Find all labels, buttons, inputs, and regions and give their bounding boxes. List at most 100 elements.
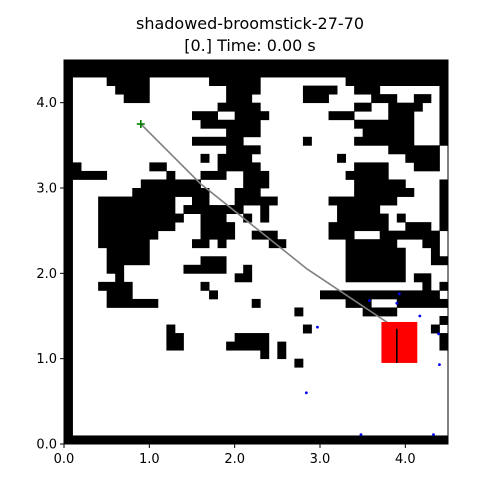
- wall-cell: [439, 316, 449, 325]
- wall-cell: [345, 247, 406, 257]
- wall-cell: [209, 77, 261, 86]
- wall-cell: [439, 196, 449, 206]
- wall-cell: [439, 111, 449, 121]
- wall-cell: [98, 239, 150, 249]
- wall-cell: [396, 298, 449, 308]
- wall-cell: [413, 162, 440, 172]
- wall-cell: [268, 239, 287, 249]
- wall-cell: [64, 350, 73, 360]
- wall-cell: [64, 60, 449, 69]
- wall-cell: [337, 213, 389, 223]
- wall-cell: [439, 94, 449, 104]
- sample-point: [304, 391, 308, 395]
- wall-cell: [405, 153, 440, 163]
- wall-cell: [439, 119, 449, 129]
- sample-point: [368, 299, 371, 303]
- wall-cell: [388, 145, 440, 155]
- wall-cell: [149, 162, 167, 172]
- wall-cell: [115, 273, 125, 283]
- y-tick-label: 0.0: [36, 438, 57, 453]
- plot-subtitle: [0.] Time: 0.00 s: [184, 36, 316, 55]
- wall-cell: [413, 273, 432, 283]
- wall-cell: [226, 145, 261, 155]
- wall-cell: [64, 341, 73, 351]
- wall-cell: [64, 367, 73, 377]
- wall-cell: [260, 213, 270, 223]
- wall-cell: [98, 222, 176, 232]
- y-axis: 0.0 1.0 2.0 3.0 4.0: [36, 96, 64, 453]
- start-marker: [136, 120, 145, 128]
- wall-cell: [226, 341, 270, 351]
- wall-cell: [115, 85, 150, 95]
- wall-cell: [64, 102, 73, 112]
- wall-cell: [234, 333, 270, 342]
- wall-cell: [226, 85, 261, 95]
- wall-cell: [200, 281, 210, 291]
- wall-cell: [64, 273, 73, 283]
- wall-cell: [430, 256, 449, 266]
- wall-cell: [243, 264, 253, 274]
- sample-point: [359, 433, 363, 437]
- wall-cell: [328, 196, 398, 206]
- wall-cell: [64, 307, 73, 317]
- wall-cell: [64, 333, 73, 342]
- wall-cell: [192, 136, 244, 146]
- wall-cell: [64, 213, 73, 223]
- wall-cell: [98, 205, 176, 214]
- wall-cell: [140, 179, 201, 189]
- wall-cell: [302, 85, 338, 95]
- wall-cell: [439, 188, 449, 197]
- wall-cell: [217, 102, 261, 112]
- wall-cell: [345, 170, 389, 180]
- wall-cell: [200, 222, 236, 232]
- wall-cell: [64, 230, 73, 240]
- wall-cell: [200, 230, 236, 240]
- occupancy-map: [64, 60, 449, 445]
- wall-cell: [64, 85, 73, 95]
- wall-cell: [64, 375, 73, 385]
- wall-cell: [430, 247, 440, 257]
- wall-cell: [98, 281, 133, 291]
- wall-cell: [64, 281, 73, 291]
- wall-cell: [200, 213, 227, 223]
- wall-cell: [64, 222, 73, 232]
- wall-cell: [413, 94, 432, 104]
- wall-cell: [439, 281, 449, 291]
- wall-cell: [64, 179, 73, 189]
- wall-cell: [251, 298, 261, 308]
- y-tick-label: 4.0: [36, 96, 57, 111]
- wall-cell: [98, 196, 176, 206]
- sample-point: [438, 363, 441, 367]
- wall-cell: [166, 341, 184, 351]
- wall-cell: [439, 136, 449, 146]
- robot-body: [381, 321, 418, 363]
- wall-cell: [64, 298, 73, 308]
- wall-cell: [234, 273, 253, 283]
- wall-cell: [64, 145, 73, 155]
- wall-cell: [64, 239, 73, 249]
- wall-cell: [439, 102, 449, 112]
- wall-cell: [64, 170, 108, 180]
- wall-cell: [217, 162, 261, 172]
- wall-cell: [345, 239, 398, 249]
- wall-cell: [226, 128, 261, 138]
- wall-cell: [345, 273, 406, 283]
- wall-cell: [64, 264, 73, 274]
- wall-cell: [123, 94, 150, 104]
- wall-cell: [200, 170, 227, 180]
- wall-cell: [345, 77, 449, 86]
- sample-point: [397, 292, 401, 296]
- wall-cell: [294, 358, 304, 368]
- wall-cell: [64, 128, 73, 138]
- wall-cell: [64, 409, 73, 419]
- x-tick-label: 3.0: [310, 452, 331, 467]
- sample-point: [395, 301, 399, 305]
- wall-cell: [362, 307, 398, 317]
- wall-cell: [64, 418, 73, 428]
- wall-cell: [328, 222, 389, 232]
- wall-cell: [64, 256, 73, 266]
- wall-cell: [354, 85, 381, 95]
- plot-title: shadowed-broomstick-27-70: [135, 14, 364, 33]
- wall-cell: [64, 435, 449, 445]
